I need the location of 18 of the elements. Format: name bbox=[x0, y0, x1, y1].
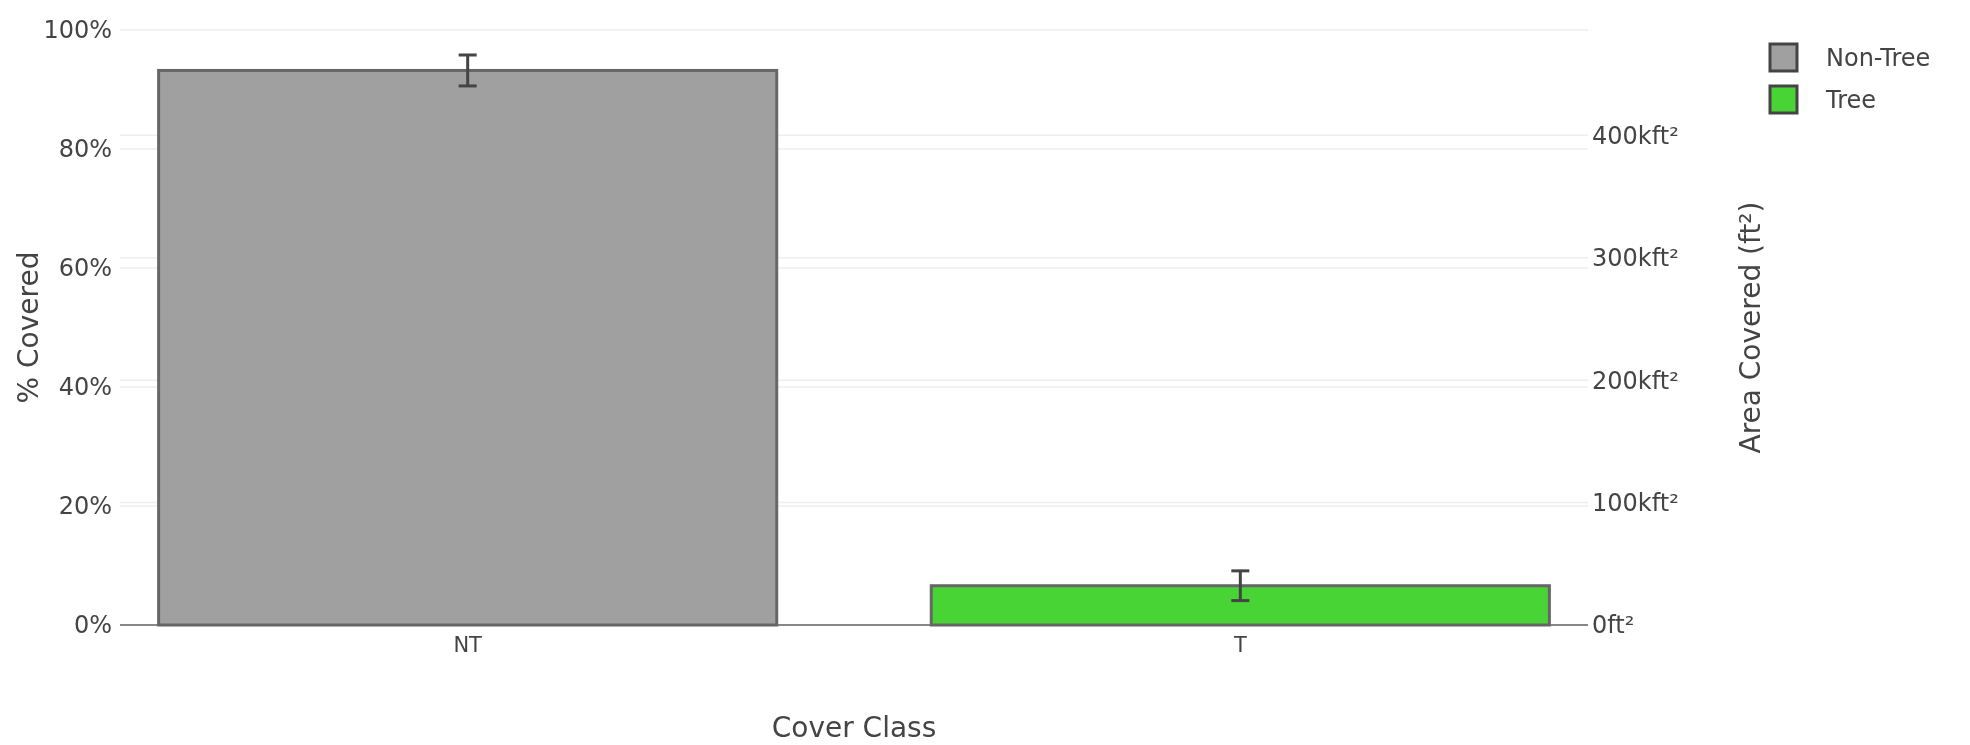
y-tick-label: 100% bbox=[43, 16, 112, 45]
y-tick-label: 0% bbox=[73, 611, 112, 640]
y2-tick-label: 400kft² bbox=[1592, 121, 1679, 150]
y-tick-label: 40% bbox=[58, 373, 112, 402]
x-tick-label: NT bbox=[453, 633, 483, 657]
x-tick-label: T bbox=[1232, 633, 1247, 657]
y2-tick-label: 0ft² bbox=[1592, 611, 1635, 640]
y2-tick-label: 100kft² bbox=[1592, 488, 1679, 517]
y2-tick-label: 200kft² bbox=[1592, 366, 1679, 395]
x-axis-title: Cover Class bbox=[771, 711, 937, 744]
legend-label: Tree bbox=[1825, 86, 1877, 115]
y-tick-label: 60% bbox=[58, 254, 112, 283]
y-tick-label: 20% bbox=[58, 492, 112, 521]
y2-tick-label: 300kft² bbox=[1592, 244, 1679, 273]
y2-axis-title: Area Covered (ft²) bbox=[1734, 201, 1767, 454]
y-tick-label: 80% bbox=[58, 135, 112, 164]
y-axis-title: % Covered bbox=[12, 251, 45, 404]
legend-label: Non-Tree bbox=[1826, 44, 1931, 73]
